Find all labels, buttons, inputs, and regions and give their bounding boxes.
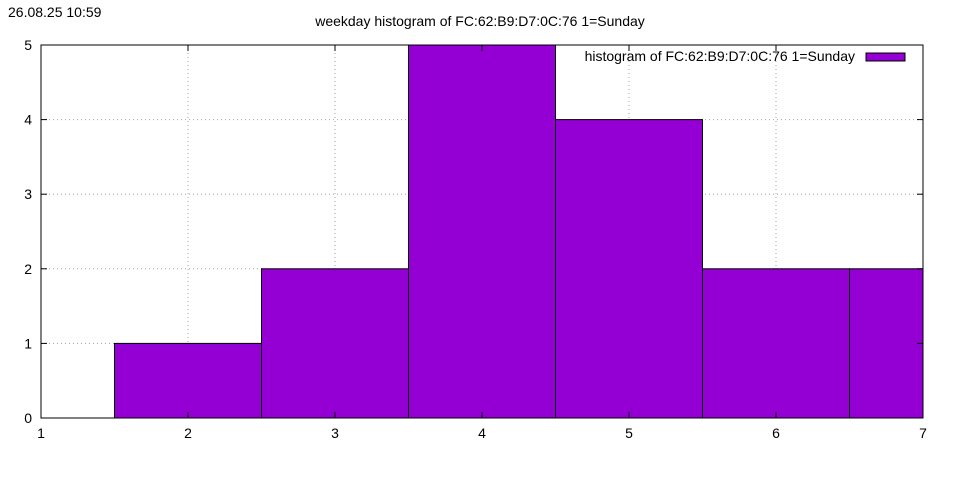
histogram-bar <box>261 268 409 419</box>
histogram-bar <box>555 119 703 419</box>
x-tick-label: 7 <box>919 425 927 441</box>
histogram-bar <box>849 268 924 419</box>
y-tick-label: 0 <box>24 410 32 426</box>
x-tick-label: 1 <box>37 425 45 441</box>
bars <box>114 44 924 419</box>
y-tick-label: 4 <box>24 112 32 128</box>
histogram-bar <box>114 342 262 419</box>
x-tick-label: 2 <box>184 425 192 441</box>
timestamp: 26.08.25 10:59 <box>8 4 102 20</box>
legend-swatch <box>865 52 906 62</box>
y-tick-label: 1 <box>24 335 32 351</box>
legend: histogram of FC:62:B9:D7:0C:76 1=Sunday <box>585 48 906 64</box>
x-tick-label: 6 <box>772 425 780 441</box>
legend-label: histogram of FC:62:B9:D7:0C:76 1=Sunday <box>585 48 855 64</box>
y-tick-label: 5 <box>24 37 32 53</box>
histogram-bar <box>702 268 850 419</box>
x-tick-label: 5 <box>625 425 633 441</box>
y-tick-label: 2 <box>24 261 32 277</box>
chart-title: weekday histogram of FC:62:B9:D7:0C:76 1… <box>315 13 645 29</box>
y-tick-label: 3 <box>24 186 32 202</box>
histogram-bar <box>408 44 556 419</box>
x-tick-label: 3 <box>331 425 339 441</box>
x-tick-label: 4 <box>478 425 486 441</box>
